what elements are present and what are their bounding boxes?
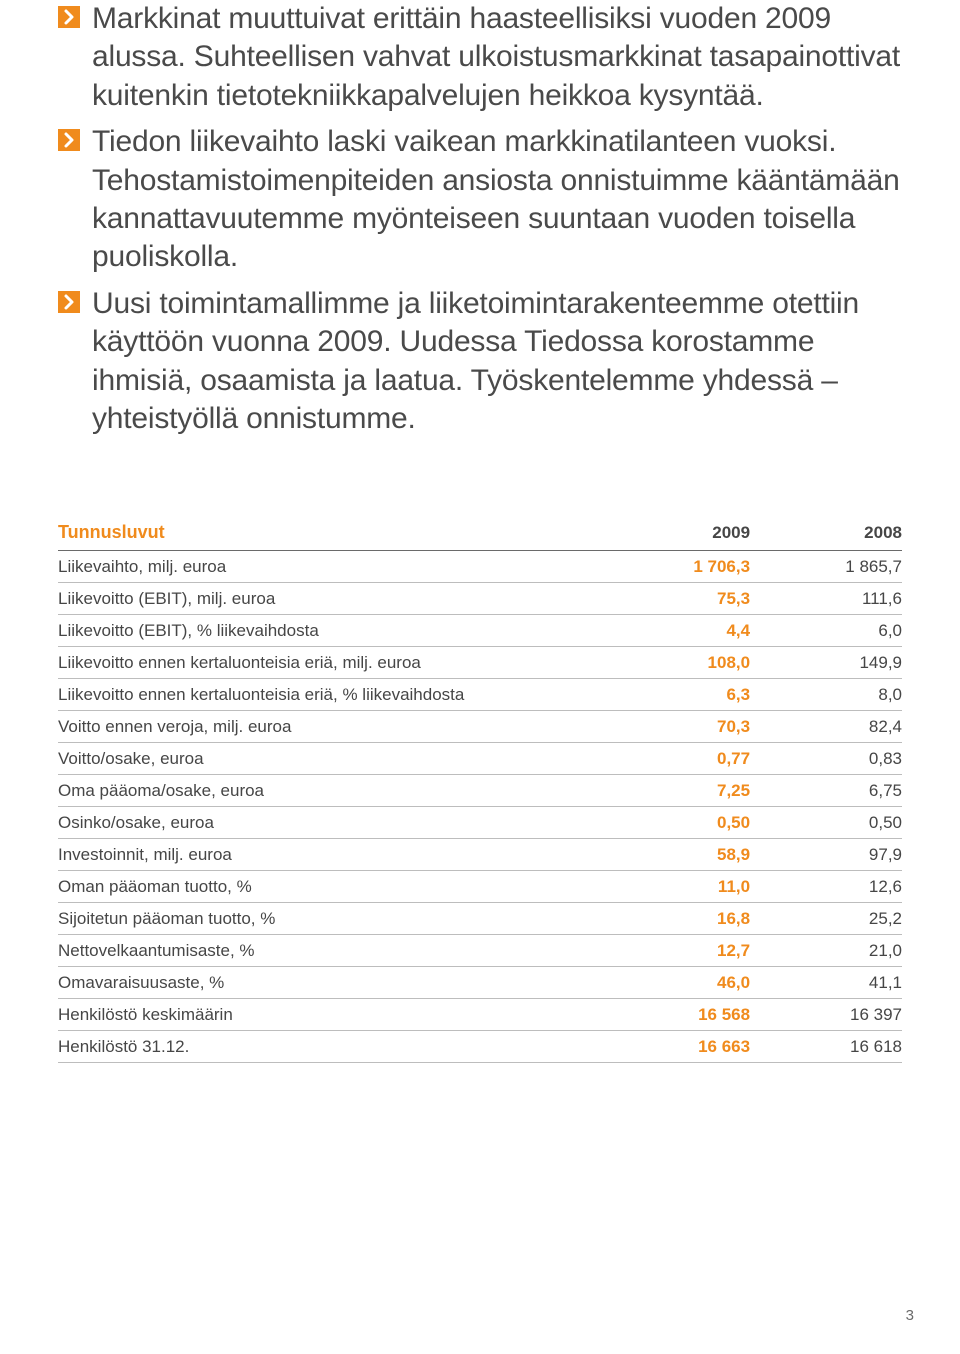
row-value-2009: 0,77 <box>598 743 750 775</box>
table-row: Nettovelkaantumisaste, % 12,7 21,0 <box>58 935 902 967</box>
row-label: Liikevaihto, milj. euroa <box>58 551 598 583</box>
column-header-2009: 2009 <box>598 516 750 551</box>
bullet-text: Markkinat muuttuivat erittäin haasteelli… <box>92 0 902 115</box>
row-value-2008: 16 397 <box>750 999 902 1031</box>
row-label: Liikevoitto ennen kertaluonteisia eriä, … <box>58 679 598 711</box>
row-value-2008: 21,0 <box>750 935 902 967</box>
row-label: Oman pääoman tuotto, % <box>58 871 598 903</box>
row-value-2009: 16 568 <box>598 999 750 1031</box>
row-value-2008: 41,1 <box>750 967 902 999</box>
table-row: Liikevoitto ennen kertaluonteisia eriä, … <box>58 679 902 711</box>
row-value-2008: 6,75 <box>750 775 902 807</box>
table-header-row: Tunnusluvut 2009 2008 <box>58 516 902 551</box>
table-row: Liikevoitto (EBIT), % liikevaihdosta 4,4… <box>58 615 902 647</box>
bullet-item: Uusi toimintamallimme ja liiketoimintara… <box>58 285 902 439</box>
table-row: Henkilöstö 31.12. 16 663 16 618 <box>58 1031 902 1063</box>
table-row: Sijoitetun pääoman tuotto, % 16,8 25,2 <box>58 903 902 935</box>
row-value-2009: 16 663 <box>598 1031 750 1063</box>
row-value-2008: 16 618 <box>750 1031 902 1063</box>
table-row: Voitto ennen veroja, milj. euroa 70,3 82… <box>58 711 902 743</box>
row-value-2008: 111,6 <box>750 583 902 615</box>
row-value-2009: 4,4 <box>598 615 750 647</box>
table-title: Tunnusluvut <box>58 516 598 551</box>
row-label: Investoinnit, milj. euroa <box>58 839 598 871</box>
chevron-right-icon <box>58 129 82 153</box>
row-value-2009: 75,3 <box>598 583 750 615</box>
table-row: Henkilöstö keskimäärin 16 568 16 397 <box>58 999 902 1031</box>
table-row: Liikevoitto ennen kertaluonteisia eriä, … <box>58 647 902 679</box>
row-label: Liikevoitto ennen kertaluonteisia eriä, … <box>58 647 598 679</box>
row-value-2008: 25,2 <box>750 903 902 935</box>
row-label: Voitto ennen veroja, milj. euroa <box>58 711 598 743</box>
row-label: Voitto/osake, euroa <box>58 743 598 775</box>
row-value-2009: 12,7 <box>598 935 750 967</box>
row-value-2009: 58,9 <box>598 839 750 871</box>
row-label: Sijoitetun pääoman tuotto, % <box>58 903 598 935</box>
row-value-2008: 1 865,7 <box>750 551 902 583</box>
row-value-2009: 7,25 <box>598 775 750 807</box>
row-value-2009: 46,0 <box>598 967 750 999</box>
row-value-2008: 0,50 <box>750 807 902 839</box>
page-number: 3 <box>906 1307 914 1324</box>
key-figures-table-wrap: Tunnusluvut 2009 2008 Liikevaihto, milj.… <box>58 516 902 1063</box>
table-row: Liikevoitto (EBIT), milj. euroa 75,3 111… <box>58 583 902 615</box>
column-header-2008: 2008 <box>750 516 902 551</box>
row-value-2008: 149,9 <box>750 647 902 679</box>
bullet-text: Uusi toimintamallimme ja liiketoimintara… <box>92 285 902 439</box>
table-row: Voitto/osake, euroa 0,77 0,83 <box>58 743 902 775</box>
row-label: Henkilöstö keskimäärin <box>58 999 598 1031</box>
table-body: Liikevaihto, milj. euroa 1 706,3 1 865,7… <box>58 551 902 1063</box>
row-label: Oma pääoma/osake, euroa <box>58 775 598 807</box>
bullet-list: Markkinat muuttuivat erittäin haasteelli… <box>58 0 902 438</box>
row-value-2009: 0,50 <box>598 807 750 839</box>
table-row: Osinko/osake, euroa 0,50 0,50 <box>58 807 902 839</box>
chevron-right-icon <box>58 291 82 315</box>
row-label: Nettovelkaantumisaste, % <box>58 935 598 967</box>
row-value-2008: 6,0 <box>750 615 902 647</box>
row-value-2008: 12,6 <box>750 871 902 903</box>
row-label: Osinko/osake, euroa <box>58 807 598 839</box>
bullet-text: Tiedon liikevaihto laski vaikean markkin… <box>92 123 902 277</box>
bullet-item: Markkinat muuttuivat erittäin haasteelli… <box>58 0 902 115</box>
row-value-2008: 0,83 <box>750 743 902 775</box>
row-label: Henkilöstö 31.12. <box>58 1031 598 1063</box>
row-value-2009: 16,8 <box>598 903 750 935</box>
table-row: Liikevaihto, milj. euroa 1 706,3 1 865,7 <box>58 551 902 583</box>
table-row: Omavaraisuusaste, % 46,0 41,1 <box>58 967 902 999</box>
row-value-2008: 82,4 <box>750 711 902 743</box>
table-row: Investoinnit, milj. euroa 58,9 97,9 <box>58 839 902 871</box>
row-label: Liikevoitto (EBIT), milj. euroa <box>58 583 598 615</box>
row-value-2008: 97,9 <box>750 839 902 871</box>
row-label: Omavaraisuusaste, % <box>58 967 598 999</box>
row-value-2008: 8,0 <box>750 679 902 711</box>
row-value-2009: 108,0 <box>598 647 750 679</box>
row-label: Liikevoitto (EBIT), % liikevaihdosta <box>58 615 598 647</box>
bullet-item: Tiedon liikevaihto laski vaikean markkin… <box>58 123 902 277</box>
table-row: Oman pääoman tuotto, % 11,0 12,6 <box>58 871 902 903</box>
row-value-2009: 1 706,3 <box>598 551 750 583</box>
key-figures-table: Tunnusluvut 2009 2008 Liikevaihto, milj.… <box>58 516 902 1063</box>
row-value-2009: 6,3 <box>598 679 750 711</box>
chevron-right-icon <box>58 6 82 30</box>
row-value-2009: 11,0 <box>598 871 750 903</box>
row-value-2009: 70,3 <box>598 711 750 743</box>
table-row: Oma pääoma/osake, euroa 7,25 6,75 <box>58 775 902 807</box>
